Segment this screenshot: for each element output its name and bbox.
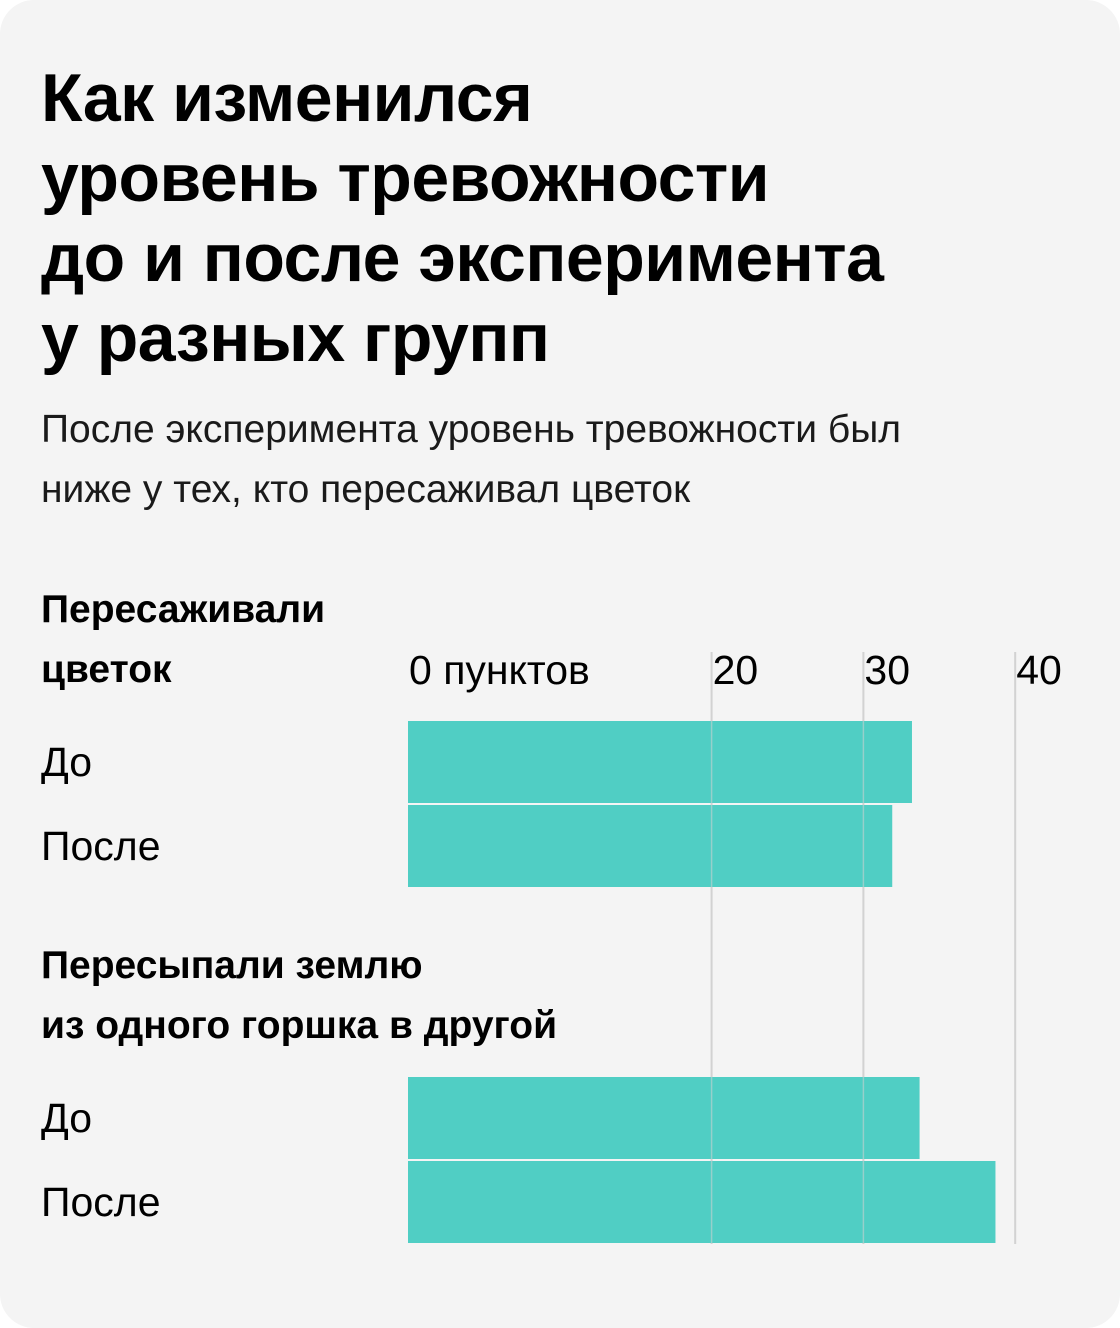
group-label-transplanted: Пересаживали цветок xyxy=(41,580,325,700)
subtitle-line: После эксперимента уровень тревожности б… xyxy=(41,408,901,451)
row-label-before: До xyxy=(41,739,93,785)
chart-subtitle: После эксперимента уровень тревожности б… xyxy=(41,400,1101,520)
title-line: Как изменился xyxy=(41,60,533,136)
tick-label-40: 40 xyxy=(1016,647,1062,693)
bar-group2-after xyxy=(408,1161,996,1243)
group-label-line: Пересыпали землю xyxy=(41,944,423,987)
tick-label-30: 30 xyxy=(864,647,910,693)
group-label-line: цветок xyxy=(41,648,172,691)
title-line: уровень тревожности xyxy=(41,140,770,216)
title-line: у разных групп xyxy=(41,300,550,376)
title-line: до и после эксперимента xyxy=(41,220,884,296)
group-label-soil: Пересыпали землю из одного горшка в друг… xyxy=(41,936,557,1056)
tick-label-0: 0 пунктов xyxy=(409,647,590,693)
row-label-after: После xyxy=(41,1179,161,1225)
group-label-line: Пересаживали xyxy=(41,588,326,631)
group-label-line: из одного горшка в другой xyxy=(41,1004,558,1047)
bar-group1-before xyxy=(408,721,912,803)
row-label-before: До xyxy=(41,1095,93,1141)
chart-title: Как изменился уровень тревожности до и п… xyxy=(41,58,1081,378)
bar-group1-after xyxy=(408,805,893,887)
tick-label-20: 20 xyxy=(713,647,759,693)
subtitle-line: ниже у тех, кто пересаживал цветок xyxy=(41,468,691,511)
row-label-after: После xyxy=(41,823,161,869)
bar-group2-before xyxy=(408,1077,920,1159)
